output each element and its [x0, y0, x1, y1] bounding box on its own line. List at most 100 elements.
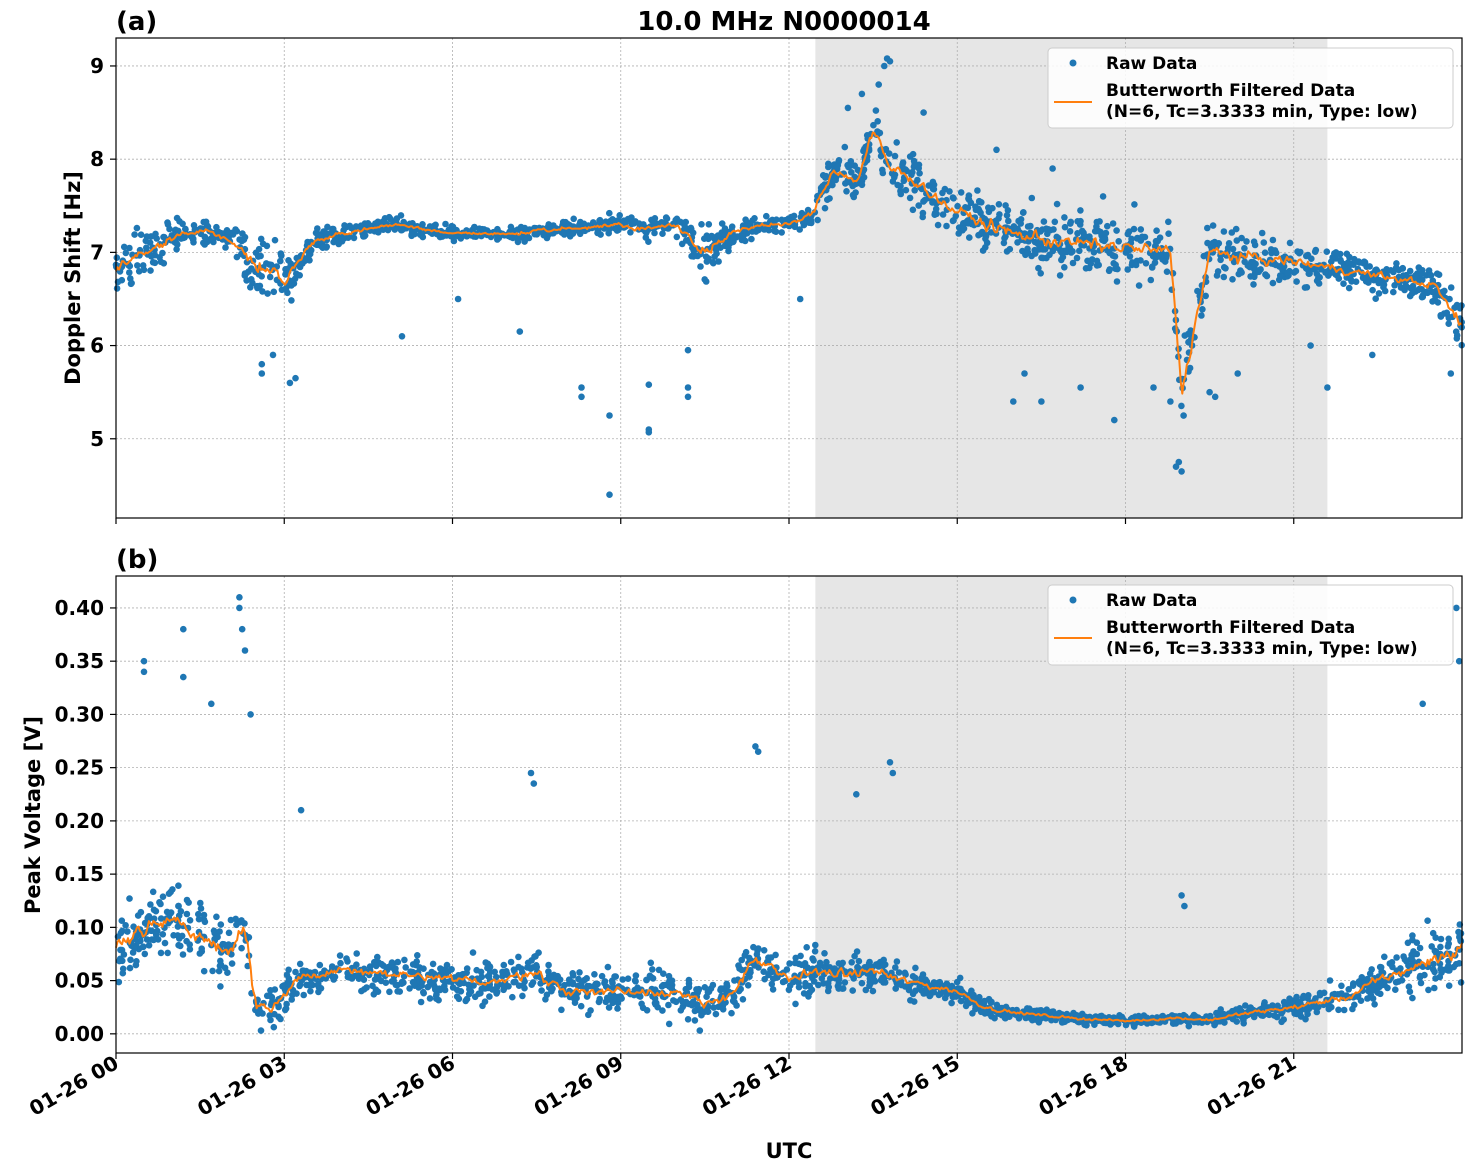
- raw-point-b: [660, 970, 667, 977]
- raw-point-a: [428, 230, 436, 237]
- raw-point-b: [1457, 979, 1465, 986]
- raw-point-b: [157, 949, 165, 957]
- ytick-label-a-4: 9: [90, 54, 104, 78]
- raw-point-b: [733, 1002, 740, 1009]
- raw-point-b: [118, 946, 126, 954]
- xtick-label-5: 01-26 15: [866, 1051, 964, 1121]
- raw-point-b: [619, 976, 626, 983]
- raw-point-a: [630, 220, 638, 227]
- raw-point-b: [213, 913, 220, 921]
- raw-point-b: [791, 959, 799, 967]
- raw-point-b: [1405, 983, 1413, 990]
- raw-point-a: [1344, 259, 1352, 266]
- raw-point-b: [169, 886, 176, 893]
- raw-point-a: [1293, 278, 1300, 285]
- raw-point-a: [1360, 259, 1367, 267]
- raw-point-a-outlier: [684, 393, 692, 401]
- raw-point-a: [1255, 268, 1263, 276]
- raw-point-a: [1409, 282, 1417, 290]
- raw-point-b: [469, 949, 477, 956]
- raw-point-b: [948, 999, 955, 1007]
- raw-point-a: [1352, 278, 1360, 286]
- raw-point-a: [270, 288, 278, 296]
- raw-point-b: [296, 960, 304, 968]
- raw-point-a: [1222, 265, 1229, 272]
- raw-point-a: [814, 216, 821, 224]
- raw-point-a: [1131, 201, 1138, 208]
- raw-point-a: [257, 252, 264, 260]
- raw-point-a: [662, 214, 670, 221]
- raw-point-b: [1304, 1010, 1311, 1018]
- raw-point-b-outlier: [238, 625, 246, 633]
- raw-point-a: [1305, 270, 1313, 278]
- raw-point-b: [824, 979, 832, 987]
- raw-point-a: [1142, 260, 1150, 267]
- raw-point-b: [611, 973, 618, 980]
- raw-point-b: [245, 934, 253, 941]
- raw-point-a: [236, 236, 243, 243]
- raw-point-a: [387, 215, 394, 223]
- raw-point-a-outlier: [258, 370, 266, 377]
- raw-point-a: [711, 253, 718, 260]
- raw-point-b: [631, 977, 639, 984]
- raw-point-a: [1260, 239, 1268, 246]
- raw-point-b: [1295, 998, 1303, 1006]
- raw-point-b: [133, 958, 140, 965]
- raw-point-a: [1137, 226, 1145, 233]
- raw-point-a: [796, 226, 803, 233]
- legend-a-filtered-label: Butterworth Filtered Data: [1106, 81, 1355, 101]
- raw-point-b: [685, 976, 693, 984]
- raw-point-b: [217, 921, 225, 928]
- raw-point-a: [1208, 241, 1216, 248]
- raw-point-a-outlier: [1111, 416, 1118, 424]
- raw-point-b: [1293, 993, 1300, 1001]
- raw-point-b: [471, 993, 479, 1001]
- raw-point-a: [843, 188, 850, 195]
- raw-point-a: [909, 150, 917, 158]
- raw-point-b: [652, 1001, 659, 1008]
- raw-point-b: [865, 960, 873, 967]
- raw-point-b: [1450, 963, 1457, 971]
- raw-point-b: [632, 972, 640, 979]
- raw-point-a: [148, 252, 155, 260]
- raw-point-a: [860, 174, 868, 181]
- raw-point-b: [183, 937, 190, 945]
- raw-point-b: [215, 967, 223, 975]
- raw-point-b: [436, 985, 443, 992]
- raw-point-a: [1323, 248, 1331, 255]
- raw-point-a: [1335, 275, 1343, 282]
- raw-point-a: [713, 243, 720, 251]
- ytick-label-b-7: 0.35: [55, 649, 104, 673]
- legend-b-filtered-label: Butterworth Filtered Data: [1106, 618, 1355, 638]
- raw-point-b: [1397, 965, 1404, 972]
- raw-point-a: [1027, 222, 1034, 230]
- raw-point-a: [161, 233, 168, 241]
- raw-point-a: [255, 271, 263, 278]
- raw-point-b-outlier: [1181, 902, 1188, 910]
- raw-point-a: [771, 227, 779, 235]
- raw-point-a: [1080, 242, 1088, 249]
- raw-point-b: [164, 949, 171, 957]
- raw-point-b: [943, 980, 951, 987]
- raw-point-a: [877, 152, 885, 160]
- raw-point-b: [124, 928, 131, 935]
- legend-b-raw-marker: [1069, 596, 1077, 604]
- raw-point-a: [1241, 245, 1248, 252]
- raw-point-b: [744, 982, 752, 989]
- raw-point-a-outlier: [578, 384, 585, 391]
- raw-point-b: [1349, 1005, 1356, 1013]
- raw-point-b: [1326, 977, 1334, 984]
- raw-point-a: [1241, 258, 1248, 266]
- raw-point-a: [1315, 280, 1323, 287]
- raw-point-b: [1400, 953, 1407, 960]
- raw-point-a: [893, 139, 900, 146]
- raw-point-a: [908, 171, 915, 179]
- raw-point-a: [689, 229, 697, 237]
- ytick-label-a-3: 8: [90, 147, 104, 171]
- raw-point-a: [1084, 257, 1091, 265]
- raw-point-a: [725, 239, 732, 246]
- raw-point-b: [786, 960, 793, 967]
- raw-point-a: [894, 181, 901, 189]
- raw-point-a: [1400, 272, 1407, 279]
- raw-point-a: [698, 221, 705, 228]
